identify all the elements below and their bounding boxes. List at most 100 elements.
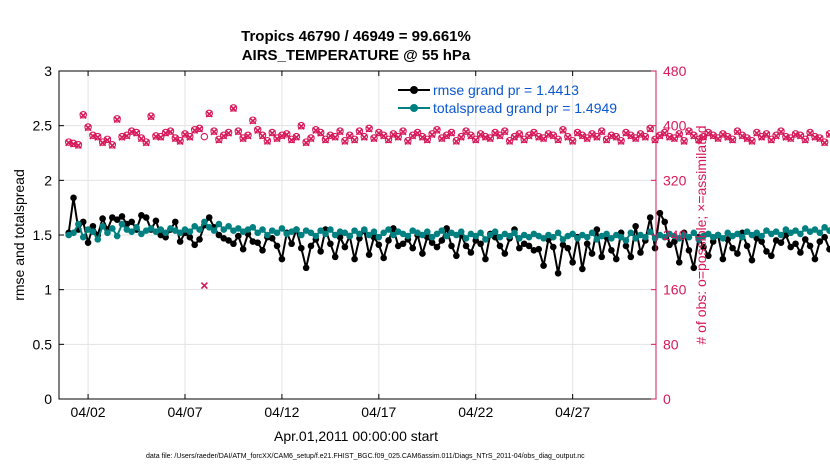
obs-assimilated-point (244, 132, 252, 140)
series-point-spread (390, 231, 397, 239)
series-point-spread (133, 224, 140, 231)
legend-spread-label: totalspread grand pr = 1.4949 (433, 100, 617, 116)
obs-possible-point (651, 135, 659, 144)
obs-assimilated-point (409, 132, 417, 140)
series-point-spread (477, 229, 484, 237)
series-point-spread (249, 224, 257, 231)
obs-possible-point (321, 135, 330, 144)
obs-possible-point (806, 128, 814, 137)
obs-possible-point (452, 136, 461, 145)
obs-assimilated-point (627, 132, 635, 140)
obs-assimilated-point (142, 139, 150, 147)
obs-assimilated-point (384, 136, 393, 144)
series-point-rmse (288, 240, 295, 248)
obs-possible-point (350, 135, 359, 144)
series-point-spread (351, 227, 358, 234)
series-point-rmse (234, 232, 242, 240)
series-point-rmse (729, 244, 736, 252)
series-point-rmse (317, 248, 324, 255)
obs-possible-point (215, 135, 223, 144)
obs-assimilated-point (365, 125, 373, 133)
obs-assimilated-point (79, 111, 87, 119)
series-point-spread (685, 233, 693, 241)
x-tick-label: 04/27 (555, 404, 590, 420)
obs-assimilated-point (443, 132, 451, 140)
series-point-rmse (113, 216, 121, 223)
obs-possible-point (79, 110, 87, 119)
obs-assimilated-point (186, 133, 194, 141)
obs-possible-point (777, 127, 785, 135)
series-point-spread (138, 230, 145, 238)
obs-possible-point (244, 131, 252, 139)
series-point-rmse (656, 209, 664, 217)
obs-assimilated-point (69, 140, 78, 148)
obs-possible-point (268, 128, 276, 137)
footer-datafile: data file: /Users/raeder/DAI/ATM_forcXX/… (146, 453, 585, 460)
series-point-spread (569, 230, 576, 238)
obs-assimilated-point (355, 128, 364, 136)
obs-assimilated-point (394, 133, 402, 141)
series-point-spread (603, 230, 610, 238)
series-point-spread (196, 226, 203, 233)
series-point-spread (525, 233, 533, 241)
series-point-rmse (554, 269, 562, 277)
series-point-spread (627, 229, 635, 237)
series-point-spread (375, 233, 383, 241)
series-point-rmse (278, 255, 286, 263)
obs-assimilated-point (491, 129, 499, 137)
series-point-rmse (768, 252, 775, 260)
obs-possible-point (660, 128, 669, 137)
series-point-spread (695, 236, 702, 243)
series-point-rmse (690, 264, 698, 272)
obs-assimilated-point (728, 136, 737, 144)
obs-assimilated-point (128, 128, 136, 136)
series-point-rmse (215, 231, 223, 239)
obs-assimilated-point (74, 141, 82, 150)
obs-possible-point (345, 131, 354, 139)
obs-assimilated-point (418, 133, 426, 141)
series-point-rmse (186, 233, 194, 241)
series-point-rmse (748, 256, 756, 264)
obs-assimilated-point (326, 132, 334, 140)
series-point-rmse (191, 241, 198, 249)
series-point-rmse (375, 241, 383, 249)
obs-possible-point (142, 138, 150, 146)
x-tick-label: 04/02 (71, 404, 106, 420)
series-point-spread (307, 229, 315, 237)
obs-possible-point (137, 134, 146, 142)
obs-assimilated-point (341, 137, 349, 145)
series-point-spread (356, 230, 363, 238)
obs-possible-point (675, 130, 684, 138)
series-point-spread (797, 230, 804, 238)
series-point-spread (777, 231, 785, 239)
obs-possible-point (147, 112, 155, 120)
series-point-spread (70, 229, 77, 237)
series-point-spread (753, 229, 761, 237)
series-point-rmse (196, 236, 203, 243)
series-point-rmse (496, 242, 504, 250)
obs-assimilated-point (646, 125, 654, 133)
series-point-rmse (719, 255, 727, 263)
series-point-spread (186, 228, 194, 236)
series-point-rmse (327, 240, 334, 248)
obs-possible-point (772, 131, 780, 139)
series-point-spread (360, 226, 368, 233)
obs-possible-point (685, 127, 693, 135)
series-point-spread (317, 227, 324, 234)
obs-possible-point (505, 136, 514, 145)
series-point-spread (496, 233, 504, 241)
obs-assimilated-point (447, 129, 456, 137)
y-left-tick-label: 1 (44, 282, 52, 298)
obs-assimilated-point (195, 125, 204, 133)
obs-assimilated-point (351, 136, 359, 144)
obs-assimilated-point (636, 130, 645, 139)
obs-assimilated-point (525, 132, 533, 140)
series-point-rmse (758, 238, 765, 245)
obs-assimilated-point (423, 136, 431, 144)
series-point-spread (104, 229, 111, 237)
obs-possible-point (646, 124, 654, 133)
series-point-spread (79, 233, 87, 241)
obs-assimilated-point (510, 133, 519, 141)
series-point-rmse (438, 237, 446, 244)
series-point-spread (486, 231, 494, 239)
